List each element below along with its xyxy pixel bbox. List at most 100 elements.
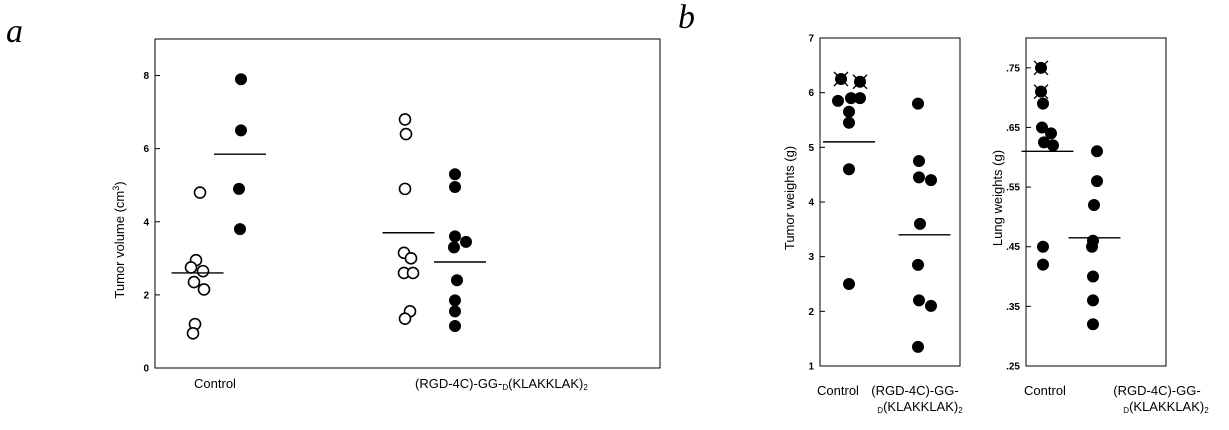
filled-circle-point bbox=[449, 230, 461, 243]
category-label: D(KLAKKLAK)2 bbox=[877, 399, 963, 415]
category-label-part: 2 bbox=[583, 383, 588, 392]
category-label-part: 2 bbox=[958, 406, 963, 415]
filled-circle-point bbox=[1037, 97, 1049, 110]
category-label-part: Control bbox=[194, 376, 236, 391]
filled-circle-point bbox=[854, 92, 866, 105]
filled-circle-point bbox=[460, 235, 472, 248]
open-circle-point bbox=[197, 283, 211, 296]
y-tick-label: 5 bbox=[808, 143, 814, 154]
filled-circle-point bbox=[843, 116, 855, 129]
category-label-part: D bbox=[1123, 406, 1129, 415]
filled-circle-point bbox=[1087, 294, 1099, 307]
tumor-volume-axis-label: Tumor volume (cm3) bbox=[111, 181, 127, 298]
open-circle-point bbox=[398, 312, 412, 325]
filled-circle-point bbox=[925, 299, 937, 312]
category-label-part: Control bbox=[1024, 383, 1066, 398]
y-tick-label: 7 bbox=[808, 34, 814, 45]
category-label-part: Control bbox=[817, 383, 859, 398]
open-circle-point bbox=[406, 266, 420, 280]
filled-circle-point bbox=[1091, 175, 1103, 188]
filled-circle-point bbox=[843, 278, 855, 290]
open-circle-point bbox=[186, 326, 200, 340]
y-tick-label: .25 bbox=[1006, 362, 1020, 373]
filled-circle-point bbox=[449, 294, 461, 307]
cross-mark bbox=[1033, 84, 1049, 100]
filled-circle-point bbox=[914, 217, 926, 230]
y-tick-label: 0 bbox=[143, 364, 149, 375]
open-circle-point bbox=[196, 264, 210, 278]
category-label: D(KLAKKLAK)2 bbox=[1123, 399, 1209, 415]
filled-circle-point bbox=[913, 155, 925, 167]
filled-circle-point bbox=[233, 182, 245, 195]
cross-mark bbox=[852, 74, 868, 90]
category-label: (RGD-4C)-GG- bbox=[1113, 383, 1200, 398]
lung-weights-axis-label: Lung weights (g) bbox=[990, 150, 1005, 246]
filled-circle-point bbox=[234, 223, 246, 236]
category-label-part: (KLAKKLAK) bbox=[883, 399, 958, 414]
filled-circle-point bbox=[925, 174, 937, 187]
filled-circle-point bbox=[912, 97, 924, 110]
y-tick-label: 6 bbox=[143, 144, 149, 155]
open-circle-point bbox=[187, 275, 201, 289]
y-tick-label: .35 bbox=[1006, 302, 1020, 313]
filled-circle-point bbox=[1036, 121, 1048, 134]
y-tick-label: .45 bbox=[1006, 242, 1020, 253]
filled-circle-point bbox=[843, 163, 855, 176]
filled-circle-point bbox=[449, 305, 461, 318]
filled-circle-point bbox=[1087, 318, 1099, 331]
category-label: Control bbox=[1024, 383, 1066, 398]
filled-circle-point bbox=[912, 258, 924, 271]
filled-circle-point bbox=[235, 73, 247, 86]
filled-circle-point bbox=[1091, 145, 1103, 158]
filled-circle-point bbox=[912, 340, 924, 353]
filled-circle-point bbox=[451, 274, 463, 287]
open-circle-point bbox=[399, 127, 413, 141]
category-label-part: D bbox=[502, 383, 508, 392]
y-tick-label: .65 bbox=[1006, 123, 1020, 134]
filled-circle-point bbox=[1037, 258, 1049, 271]
y-tick-label: 6 bbox=[808, 88, 814, 99]
y-tick-label: 3 bbox=[808, 252, 814, 263]
plot-frame bbox=[154, 38, 661, 369]
filled-circle-point bbox=[1087, 270, 1099, 283]
category-label-part: (RGD-4C)-GG- bbox=[1113, 383, 1200, 398]
plot-frame bbox=[819, 37, 961, 367]
y-tick-label: 1 bbox=[808, 362, 814, 373]
filled-circle-point bbox=[1088, 198, 1100, 211]
filled-circle-point bbox=[449, 181, 461, 194]
category-label-part: (KLAKKLAK) bbox=[508, 376, 583, 391]
open-circle-point bbox=[193, 186, 207, 199]
y-tick-label: 4 bbox=[143, 217, 149, 228]
filled-circle-point bbox=[1047, 139, 1059, 152]
category-label: Control bbox=[194, 376, 236, 391]
filled-circle-point bbox=[235, 124, 247, 137]
tumor-weights-axis-label: Tumor weights (g) bbox=[782, 146, 797, 250]
panel-label-b: b bbox=[678, 0, 695, 36]
plot-frame bbox=[1025, 37, 1167, 367]
category-label: Control bbox=[817, 383, 859, 398]
y-tick-label: 2 bbox=[808, 307, 814, 318]
filled-circle-point bbox=[449, 319, 461, 332]
category-label-part: D bbox=[877, 406, 883, 415]
y-tick-label: 2 bbox=[143, 290, 149, 301]
cross-mark bbox=[1033, 60, 1049, 76]
category-label-part: (RGD-4C)-GG- bbox=[871, 383, 958, 398]
y-tick-label: .75 bbox=[1006, 63, 1020, 74]
filled-circle-point bbox=[1037, 240, 1049, 253]
panel-label-a: a bbox=[6, 13, 23, 50]
category-label-part: (RGD-4C)-GG- bbox=[415, 376, 502, 391]
open-circle-point bbox=[184, 261, 198, 274]
category-label: (RGD-4C)-GG- bbox=[871, 383, 958, 398]
filled-circle-point bbox=[843, 105, 855, 118]
filled-circle-point bbox=[1045, 127, 1057, 140]
filled-circle-point bbox=[913, 171, 925, 184]
filled-circle-point bbox=[448, 241, 460, 254]
category-label-part: (KLAKKLAK) bbox=[1129, 399, 1204, 414]
cross-mark bbox=[833, 71, 849, 87]
y-tick-label: 8 bbox=[143, 71, 149, 82]
filled-circle-point bbox=[832, 94, 844, 107]
